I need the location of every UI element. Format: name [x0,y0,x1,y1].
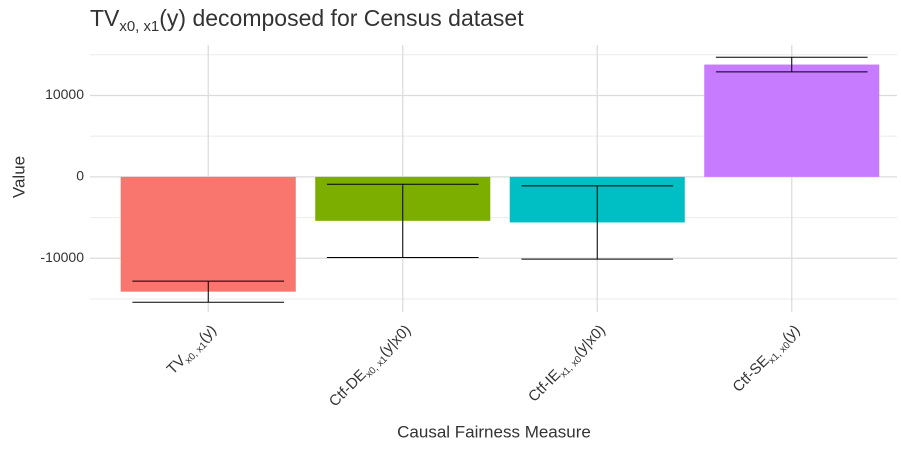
bar [120,176,296,292]
error-bar [715,56,868,73]
y-tick-label: 10000 [45,86,84,102]
x-tick-label: Ctf-IEx1, x0(y|x0) [525,322,610,407]
text-part: (y|x0) [571,322,609,360]
error-bar [132,280,285,303]
text-part: (y) decomposed for Census dataset [159,5,524,31]
text-part: (y|x0) [376,322,414,360]
error-bar [521,185,674,260]
chart-title: TVx0, x1(y) decomposed for Census datase… [90,5,524,35]
bar [704,64,880,177]
subscript: x0, x1 [119,18,159,35]
x-axis-title: Causal Fairness Measure [397,422,591,441]
x-tick-label: TVx0, x1(y) [164,322,222,380]
y-tick-label: -10000 [40,249,84,265]
x-tick-label: Ctf-SEx1, x0(y) [729,322,805,398]
error-bar [326,183,479,258]
text-part: TV [90,5,120,31]
x-tick-label: Ctf-DEx0, x1(y|x0) [326,322,416,412]
y-axis-title: Value [9,156,28,198]
y-tick-label: 0 [76,168,84,184]
